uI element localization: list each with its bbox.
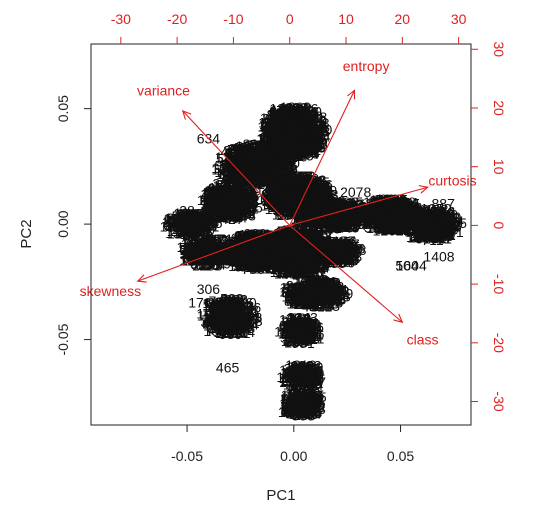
top-tick-label: 0 [286, 11, 294, 27]
right-tick-label: -10 [491, 274, 507, 294]
top-tick-label: 20 [395, 11, 411, 27]
y-tick-label: 0.00 [55, 210, 71, 237]
top-tick-label: -30 [111, 11, 131, 27]
y-tick-label: 0.05 [55, 95, 71, 122]
top-tick-label: 30 [451, 11, 467, 27]
observation-label: 1166 [282, 168, 312, 184]
top-tick-label: -10 [223, 11, 243, 27]
observation-label: 887 [432, 195, 456, 211]
observation-label: 904 [211, 184, 235, 200]
observation-label: 1060 [308, 246, 339, 262]
observation-label: 1408 [423, 248, 454, 264]
y-axis-label: PC2 [18, 219, 35, 248]
y-tick-label: -0.05 [55, 323, 71, 355]
observation-label: 375 [287, 359, 311, 375]
x-tick-label: 0.00 [280, 448, 307, 464]
top-tick-label: 10 [338, 11, 354, 27]
observation-label: 465 [216, 359, 240, 375]
right-tick-label: 30 [491, 41, 507, 57]
observation-label: 1112 [268, 256, 297, 272]
loading-label-entropy: entropy [343, 58, 390, 74]
observation-label: 1080 [313, 214, 344, 230]
right-tick-label: 20 [491, 100, 507, 116]
observation-label: 176 [188, 295, 212, 311]
x-tick-label: -0.05 [171, 448, 203, 464]
loading-label-skewness: skewness [80, 283, 141, 299]
right-tick-label: 0 [491, 222, 507, 230]
loading-label-curtosis: curtosis [428, 172, 476, 188]
observation-label: 260 [305, 281, 329, 297]
loading-label-class: class [407, 332, 439, 348]
observation-label: 969 [293, 329, 317, 345]
observation-label: 752 [411, 224, 435, 240]
x-axis-label: PC1 [266, 487, 295, 504]
observation-label: 1604 [396, 258, 427, 274]
observation-label: 255 [230, 319, 254, 335]
observation-label: 28 [179, 202, 195, 218]
x-tick-label: 0.05 [387, 448, 414, 464]
loading-label-variance: variance [137, 82, 190, 98]
observation-label: 994 [306, 200, 330, 216]
observation-label: 1206 [285, 403, 316, 419]
observation-label: 1030 [275, 230, 306, 246]
right-tick-label: 10 [491, 159, 507, 175]
observation-label: 1000 [253, 142, 284, 158]
observation-label: 2078 [340, 184, 371, 200]
observation-label: 647 [202, 315, 226, 331]
right-tick-label: -20 [491, 333, 507, 353]
right-tick-label: -30 [491, 391, 507, 411]
top-tick-label: -20 [167, 11, 187, 27]
